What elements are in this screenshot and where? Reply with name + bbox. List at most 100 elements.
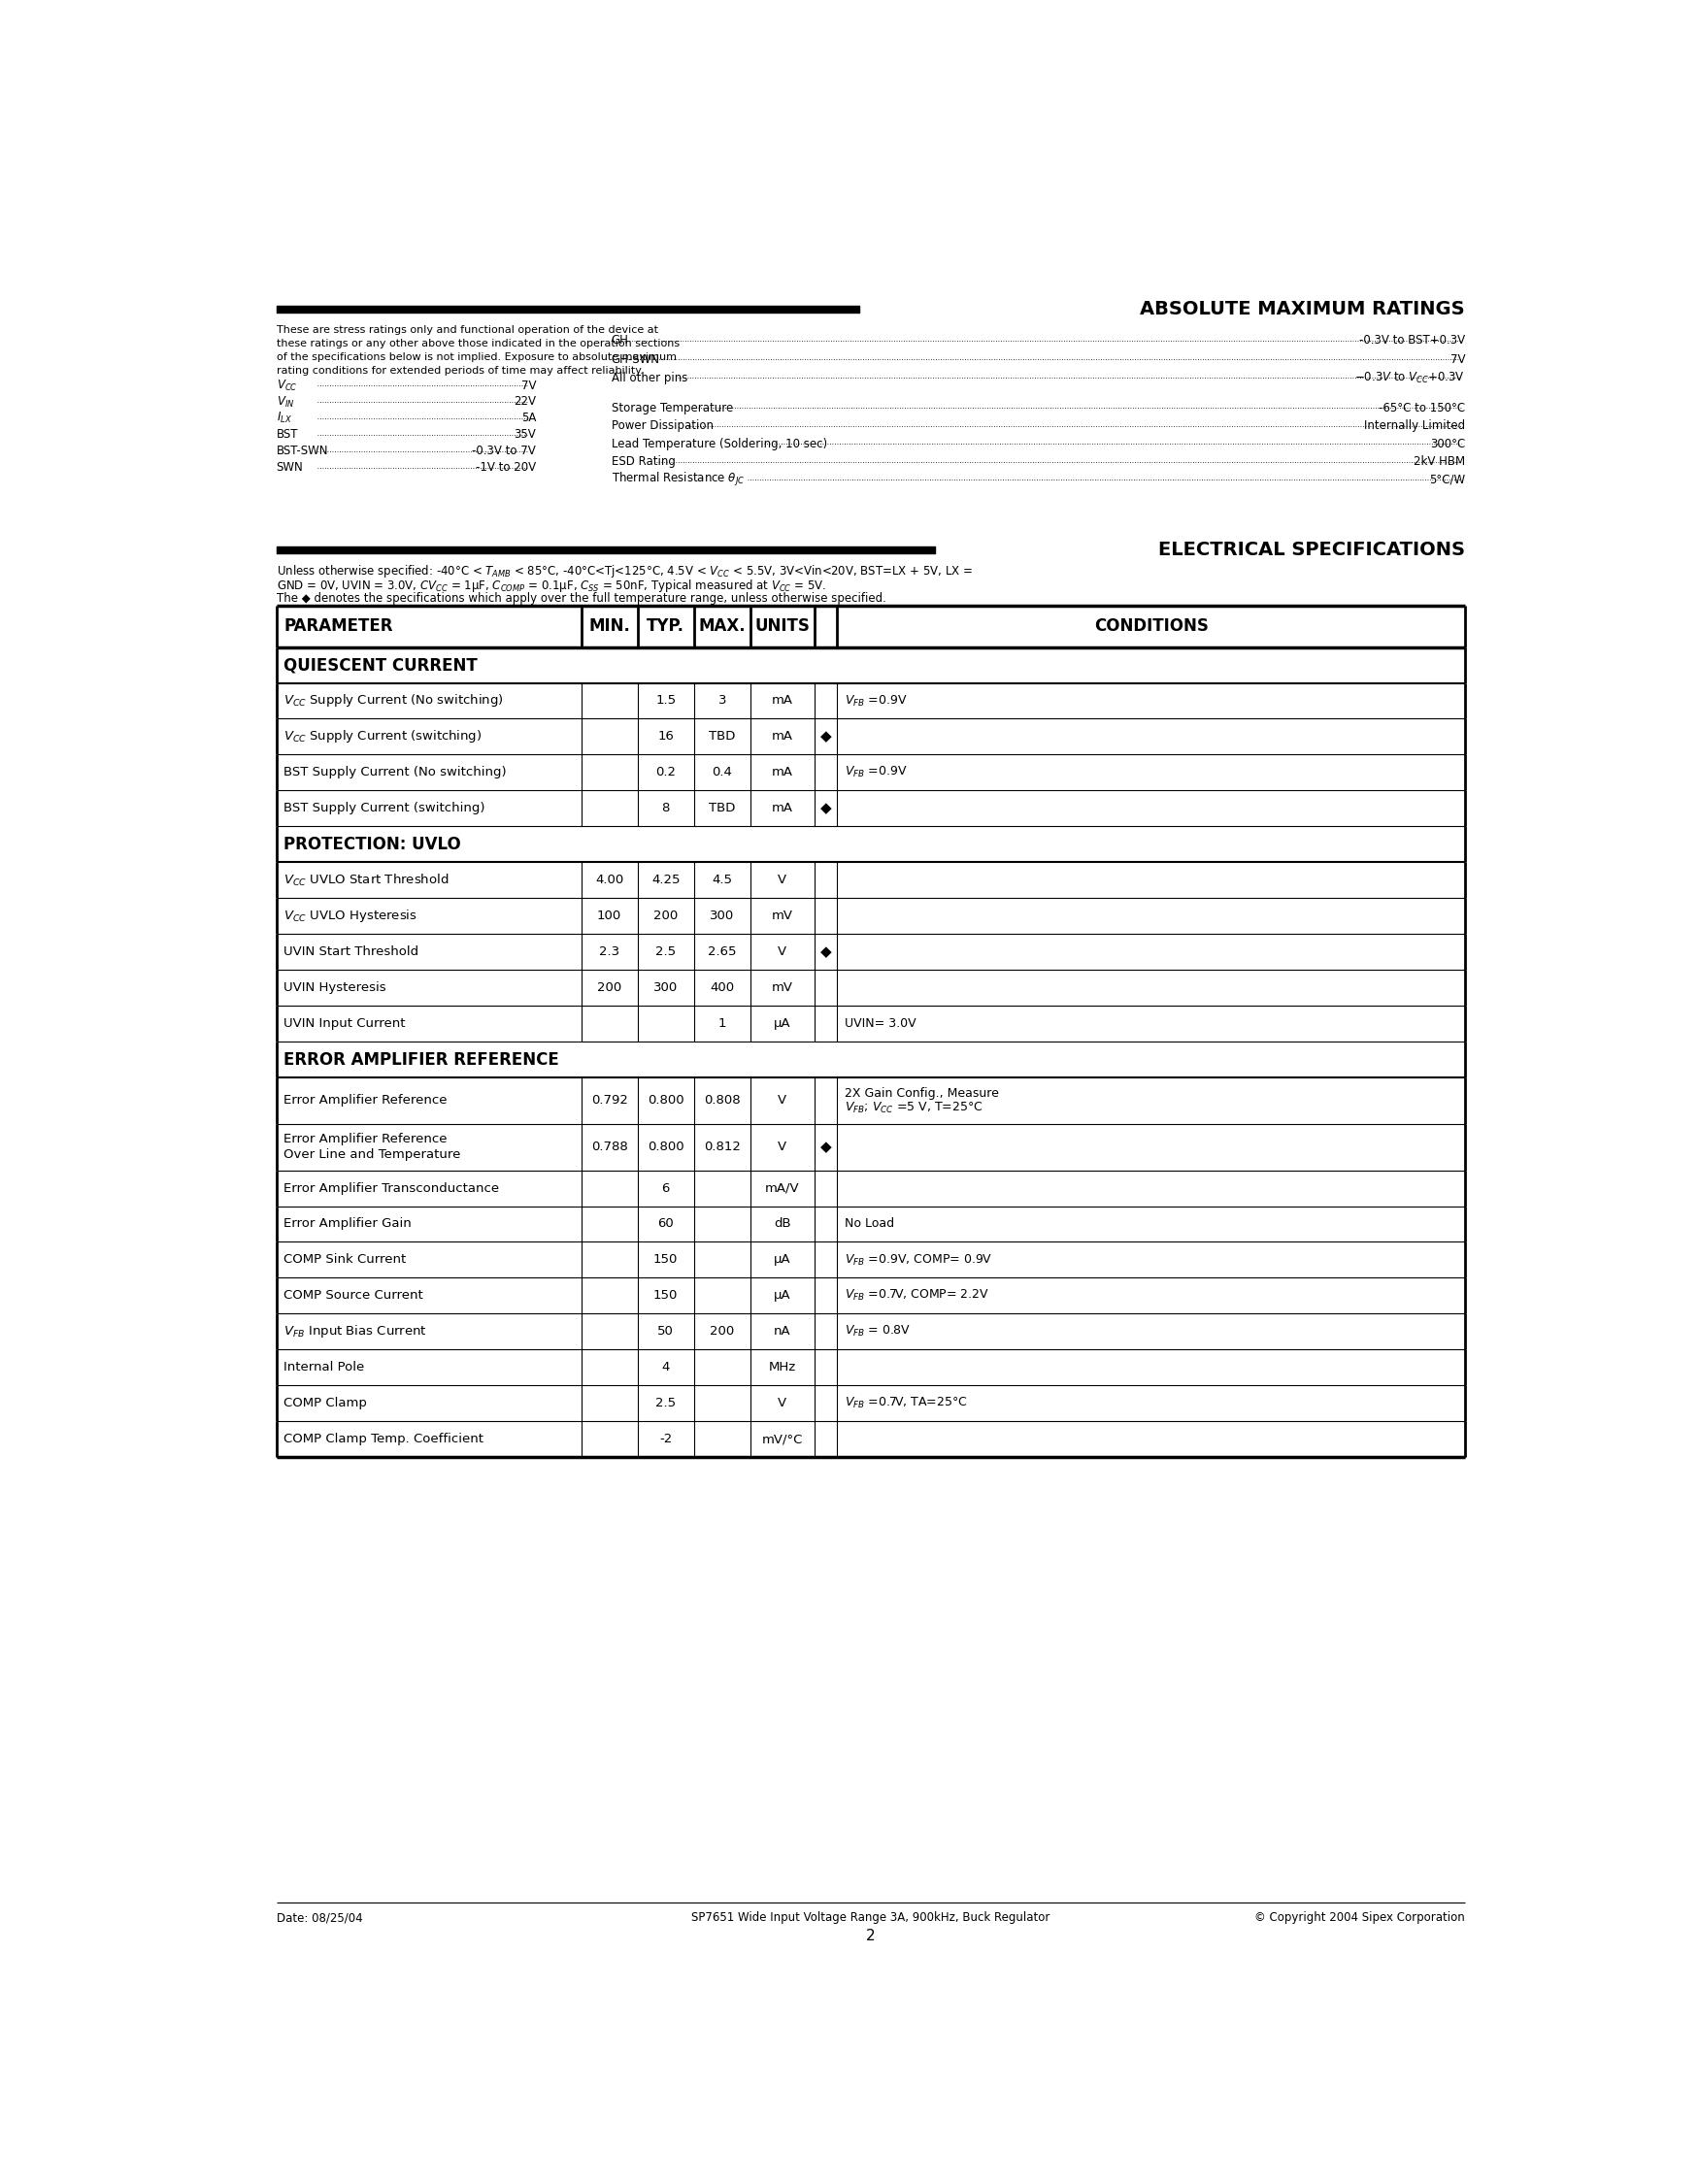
Text: 35V: 35V [513,428,535,441]
Text: COMP Clamp Temp. Coefficient: COMP Clamp Temp. Coefficient [284,1433,484,1446]
Text: these ratings or any other above those indicated in the operation sections: these ratings or any other above those i… [277,339,680,349]
Text: The ◆ denotes the specifications which apply over the full temperature range, un: The ◆ denotes the specifications which a… [277,592,885,605]
Text: Thermal Resistance $\theta_{JC}$: Thermal Resistance $\theta_{JC}$ [612,472,744,489]
Text: 4.25: 4.25 [651,874,680,887]
Text: SWN: SWN [277,461,304,474]
Text: 200: 200 [596,981,622,994]
Text: mV/°C: mV/°C [761,1433,804,1446]
Text: ◆: ◆ [821,729,831,745]
Text: $V_{FB}$ =0.7V, COMP= 2.2V: $V_{FB}$ =0.7V, COMP= 2.2V [844,1289,989,1304]
Text: MIN.: MIN. [588,618,630,636]
Text: UVIN Start Threshold: UVIN Start Threshold [284,946,420,959]
Text: 2kV HBM: 2kV HBM [1414,454,1465,467]
Text: BST Supply Current (No switching): BST Supply Current (No switching) [284,767,506,780]
Text: ◆: ◆ [821,802,831,815]
Text: 4.00: 4.00 [595,874,624,887]
Text: No Load: No Load [844,1219,894,1230]
Text: 100: 100 [596,911,622,922]
Text: ESD Rating: ESD Rating [612,454,675,467]
Text: 0.788: 0.788 [591,1140,627,1153]
Text: BST: BST [277,428,299,441]
Text: 2.3: 2.3 [600,946,620,959]
Text: © Copyright 2004 Sipex Corporation: © Copyright 2004 Sipex Corporation [1254,1911,1465,1924]
Text: GND = 0V, UVIN = 3.0V, $CV_{CC}$ = 1μF, $C_{COMP}$ = 0.1μF, $C_{SS}$ = 50nF, Typ: GND = 0V, UVIN = 3.0V, $CV_{CC}$ = 1μF, … [277,577,826,594]
Text: 2.65: 2.65 [708,946,736,959]
Text: QUIESCENT CURRENT: QUIESCENT CURRENT [284,655,477,673]
Text: CONDITIONS: CONDITIONS [1094,618,1208,636]
Text: Over Line and Temperature: Over Line and Temperature [284,1149,460,1162]
Text: GH-SWN: GH-SWN [612,354,659,365]
Text: 300: 300 [654,981,678,994]
Text: 0.808: 0.808 [703,1094,741,1107]
Text: 3: 3 [719,695,725,708]
Text: Power Dissipation: Power Dissipation [612,419,714,432]
Text: Lead Temperature (Soldering, 10 sec): Lead Temperature (Soldering, 10 sec) [612,437,827,450]
Text: UVIN Hysteresis: UVIN Hysteresis [284,981,386,994]
Text: COMP Clamp: COMP Clamp [284,1398,367,1409]
Text: 6: 6 [661,1182,669,1195]
Text: nA: nA [773,1326,792,1339]
Text: COMP Sink Current: COMP Sink Current [284,1254,406,1267]
Text: $V_{CC}$ Supply Current (No switching): $V_{CC}$ Supply Current (No switching) [284,692,505,710]
Text: -0.3V to BST+0.3V: -0.3V to BST+0.3V [1359,334,1465,347]
Text: 0.2: 0.2 [656,767,676,780]
Text: ◆: ◆ [821,1140,831,1155]
Text: μA: μA [773,1254,792,1267]
Text: V: V [778,1140,787,1153]
Text: 5A: 5A [522,413,535,424]
Text: $V_{IN}$: $V_{IN}$ [277,395,294,408]
Text: Error Amplifier Transconductance: Error Amplifier Transconductance [284,1182,500,1195]
Text: 4: 4 [661,1361,669,1374]
Text: ◆: ◆ [821,946,831,959]
Text: TYP.: TYP. [647,618,685,636]
Text: 0.800: 0.800 [647,1094,685,1107]
Text: 150: 150 [654,1254,678,1267]
Text: Internal Pole: Internal Pole [284,1361,365,1374]
Text: Internally Limited: Internally Limited [1364,419,1465,432]
Text: 5°C/W: 5°C/W [1429,474,1465,485]
Text: $V_{FB}$ =0.9V, COMP= 0.9V: $V_{FB}$ =0.9V, COMP= 0.9V [844,1254,992,1267]
Text: Error Amplifier Reference: Error Amplifier Reference [284,1133,447,1147]
Text: V: V [778,946,787,959]
Text: $-0.3V$ to $V_{CC}$+0.3V: $-0.3V$ to $V_{CC}$+0.3V [1354,371,1465,384]
Text: -0.3V to 7V: -0.3V to 7V [472,446,535,456]
Text: $V_{FB}$; $V_{CC}$ =5 V, T=25°C: $V_{FB}$; $V_{CC}$ =5 V, T=25°C [844,1101,982,1116]
Text: 200: 200 [710,1326,734,1339]
Text: $V_{FB}$ =0.9V: $V_{FB}$ =0.9V [844,695,907,708]
Text: V: V [778,874,787,887]
Text: BST Supply Current (switching): BST Supply Current (switching) [284,802,486,815]
Text: 8: 8 [661,802,669,815]
Text: COMP Source Current: COMP Source Current [284,1289,423,1302]
Text: Error Amplifier Gain: Error Amplifier Gain [284,1219,411,1230]
Text: 0.792: 0.792 [591,1094,627,1107]
Text: mA: mA [771,729,793,743]
Text: 150: 150 [654,1289,678,1302]
Text: 2X Gain Config., Measure: 2X Gain Config., Measure [844,1088,999,1099]
Text: μA: μA [773,1018,792,1031]
Text: mV: mV [771,981,793,994]
Text: $V_{CC}$ UVLO Start Threshold: $V_{CC}$ UVLO Start Threshold [284,871,449,889]
Text: SP7651 Wide Input Voltage Range 3A, 900kHz, Buck Regulator: SP7651 Wide Input Voltage Range 3A, 900k… [691,1911,1050,1924]
Text: μA: μA [773,1289,792,1302]
Text: 7V: 7V [1451,354,1465,365]
Text: UVIN Input Current: UVIN Input Current [284,1018,406,1031]
Text: ERROR AMPLIFIER REFERENCE: ERROR AMPLIFIER REFERENCE [284,1051,559,1068]
Text: 400: 400 [710,981,734,994]
Text: 7V: 7V [522,380,535,391]
Text: $V_{FB}$ Input Bias Current: $V_{FB}$ Input Bias Current [284,1324,428,1339]
Text: 60: 60 [658,1219,675,1230]
Text: V: V [778,1094,787,1107]
Text: These are stress ratings only and functional operation of the device at: These are stress ratings only and functi… [277,325,658,336]
Text: $V_{FB}$ = 0.8V: $V_{FB}$ = 0.8V [844,1324,911,1339]
Text: 4.5: 4.5 [712,874,732,887]
Text: MHz: MHz [768,1361,797,1374]
Text: 300: 300 [710,911,734,922]
Text: $V_{CC}$ Supply Current (switching): $V_{CC}$ Supply Current (switching) [284,729,483,745]
Text: $V_{CC}$ UVLO Hysteresis: $V_{CC}$ UVLO Hysteresis [284,909,418,924]
Text: PARAMETER: PARAMETER [284,618,392,636]
Text: 0.4: 0.4 [712,767,732,780]
Text: Storage Temperature: Storage Temperature [612,402,732,415]
Text: 0.812: 0.812 [703,1140,741,1153]
Text: mV: mV [771,911,793,922]
Text: mA/V: mA/V [765,1182,800,1195]
